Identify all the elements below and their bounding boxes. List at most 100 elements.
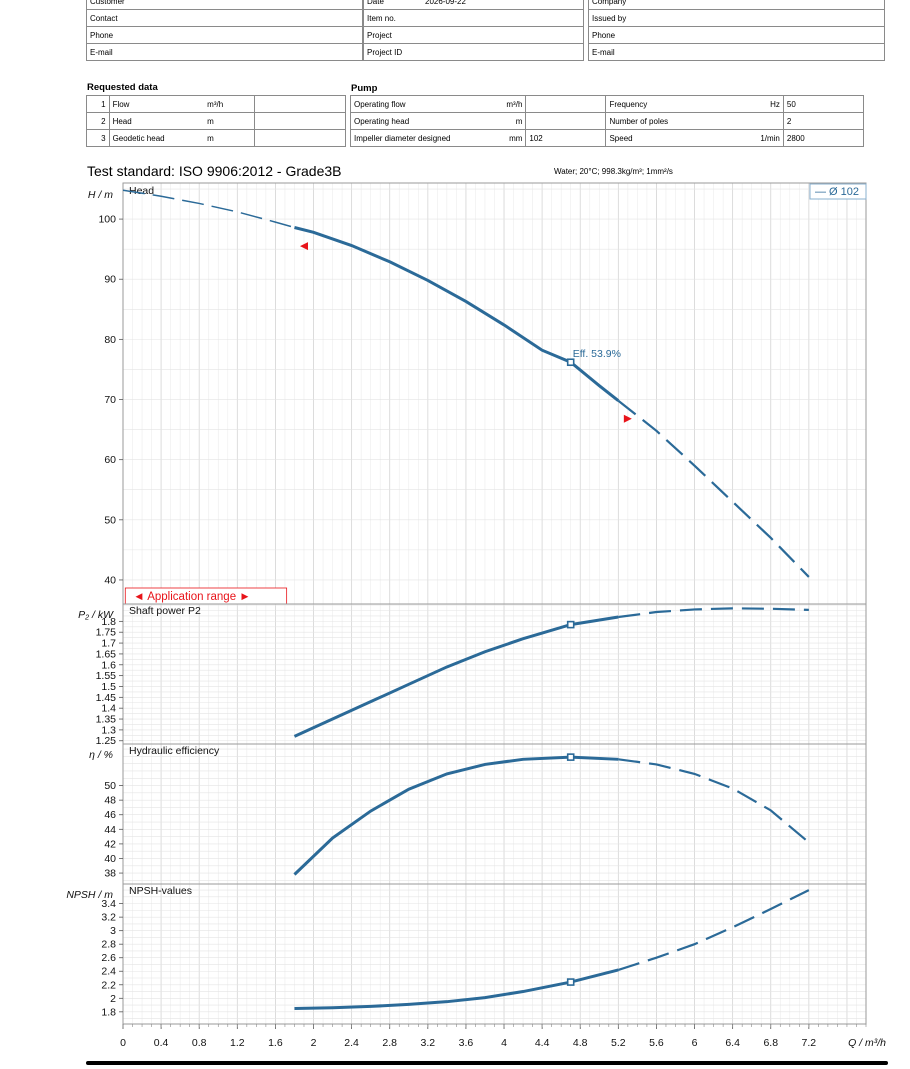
y-tick-label: 48 (104, 795, 116, 807)
pump-unit-2: 1/min (736, 129, 784, 147)
requested-data-title: Requested data (87, 82, 158, 93)
x-tick-label: 5.2 (611, 1037, 626, 1049)
y-tick-label: 3 (110, 925, 116, 937)
y-tick-label: 46 (104, 809, 116, 821)
header-cell: Project ID (363, 43, 584, 61)
header-customer-rows: Customer Contact Phone E-mail (86, 0, 363, 61)
duty-point-marker (566, 978, 575, 986)
header-row: E-mail (86, 43, 363, 61)
curve-solid (293, 615, 619, 738)
water-conditions: Water; 20°C; 998.3kg/m³; 1mm²/s (554, 167, 673, 176)
x-tick-label: 6.4 (725, 1037, 740, 1049)
y-tick-label: 1.25 (96, 735, 117, 747)
header-project-table: Date 2026-09-22 Item no. Project Project ID (363, 0, 584, 61)
curve-dashed-left (122, 189, 295, 229)
pump-label-2: Speed (605, 129, 737, 147)
y-tick-label: 1.55 (96, 670, 117, 682)
x-tick-label: 3.6 (459, 1037, 474, 1049)
requested-data-rows: 1 Flow m³/h 2 Head m 3 Geodetic head m (86, 95, 347, 147)
header-label: Date (367, 0, 384, 6)
y-tick-label: 44 (104, 824, 116, 836)
x-tick-label: 6 (692, 1037, 698, 1049)
y-axis-label: P₂ / kW (78, 609, 114, 621)
curve-dashed-right (617, 889, 810, 971)
y-tick-label: 3.4 (101, 898, 116, 910)
header-label: Phone (90, 30, 114, 40)
x-tick-label: 1.6 (268, 1037, 283, 1049)
y-tick-label: 2.8 (101, 939, 116, 951)
x-tick-label: 3.2 (421, 1037, 436, 1049)
x-tick-label: 7.2 (802, 1037, 817, 1049)
y-tick-label: 70 (104, 394, 116, 406)
y-tick-label: 1.8 (101, 616, 116, 628)
x-tick-label: 0 (120, 1037, 126, 1049)
requested-data-table: 1 Flow m³/h 2 Head m 3 Geodetic head m (86, 95, 347, 147)
panel-title: Shaft power P2 (129, 605, 201, 617)
y-tick-label: 42 (104, 838, 116, 850)
pump-data-rows: Operating flow m³/h Frequency Hz 50 Operating… (349, 95, 865, 147)
header-label: Issued by (592, 13, 627, 23)
header-label: E-mail (90, 47, 113, 57)
curve-dashed-right (617, 399, 810, 578)
y-tick-label: 1.8 (101, 1006, 116, 1018)
pump-label: Impeller diameter designed (349, 129, 469, 147)
curve-solid (294, 226, 620, 402)
requested-value (253, 129, 347, 147)
y-tick-label: 50 (104, 514, 116, 526)
y-axis-label: η / % (89, 749, 113, 761)
pump-value-2: 2800 (782, 129, 865, 147)
y-tick-label: 1.6 (101, 659, 116, 671)
curve-solid (293, 755, 619, 876)
range-marker (299, 242, 308, 251)
x-tick-label: 1.2 (230, 1037, 245, 1049)
header-label: Company (592, 0, 627, 6)
x-tick-label: 4 (501, 1037, 507, 1049)
legend-entry: — Ø 102 (815, 186, 859, 198)
header-label: Contact (90, 13, 118, 23)
curve-dashed-right (618, 758, 810, 844)
header-label: Project ID (367, 47, 403, 57)
legend-box (809, 183, 867, 200)
pump-title: Pump (351, 83, 378, 94)
y-tick-label: 1.75 (96, 627, 117, 639)
x-tick-label: 2 (311, 1037, 317, 1049)
y-tick-label: 80 (104, 334, 116, 346)
header-cell: E-mail (86, 43, 363, 61)
y-tick-label: 3.2 (101, 912, 116, 924)
bottom-bar (86, 1061, 888, 1065)
requested-row: 1 Flow m³/h (86, 95, 347, 113)
x-tick-label: 4.8 (573, 1037, 588, 1049)
header-label: Item no. (367, 13, 396, 23)
y-tick-label: 50 (104, 780, 116, 792)
y-axis-label: H / m (88, 189, 113, 201)
header-row: Project ID (363, 43, 584, 61)
requested-row: 2 Head m (86, 112, 347, 130)
y-tick-label: 2.2 (101, 979, 116, 991)
y-tick-label: 1.45 (96, 692, 117, 704)
y-tick-label: 1.3 (101, 724, 116, 736)
x-tick-label: 5.6 (649, 1037, 664, 1049)
y-tick-label: 40 (104, 853, 116, 865)
pump-row: Operating flow m³/h Frequency Hz 50 (349, 95, 865, 113)
header-label: Project (367, 30, 392, 40)
efficiency-annotation: Eff. 53.9% (573, 348, 621, 360)
header-label: Customer (90, 0, 125, 6)
y-tick-label: 1.35 (96, 714, 117, 726)
application-range-label: ◄ Application range ► (133, 591, 250, 603)
x-tick-label: 2.8 (382, 1037, 397, 1049)
x-tick-label: 0.4 (154, 1037, 169, 1049)
requested-row: 3 Geodetic head m (86, 129, 347, 147)
header-value: 2026-09-22 (425, 0, 466, 6)
y-tick-label: 100 (98, 214, 116, 226)
panel-title: NPSH-values (129, 885, 192, 897)
panel-title: Head (129, 185, 154, 197)
header-row: E-mail (588, 43, 885, 61)
header-project-rows: Date 2026-09-22 Item no. Project Project ID (363, 0, 584, 61)
y-tick-label: 40 (104, 574, 116, 586)
test-standard: Test standard: ISO 9906:2012 - Grade3B (87, 163, 342, 179)
y-tick-label: 90 (104, 274, 116, 286)
pump-unit: mm (468, 129, 527, 147)
y-tick-label: 1.7 (101, 638, 116, 650)
x-axis-label: Q / m³/h (848, 1037, 886, 1049)
